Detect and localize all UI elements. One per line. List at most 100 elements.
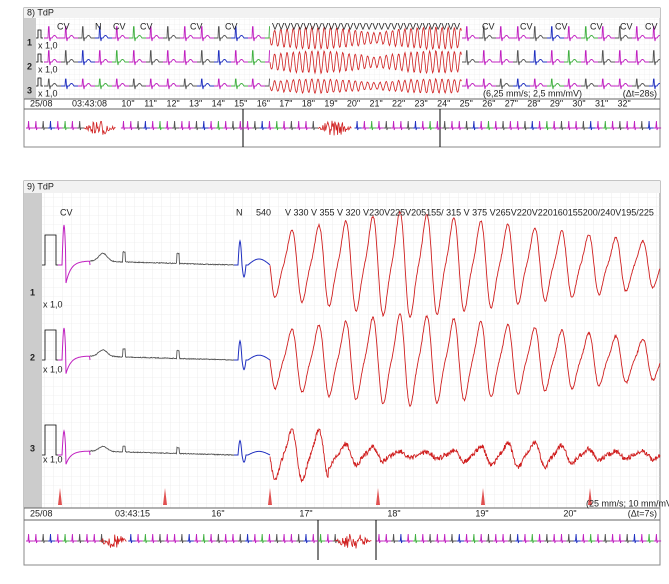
ecg-trace bbox=[146, 26, 163, 42]
ecg-trace bbox=[146, 78, 163, 90]
second-label: 16" bbox=[257, 98, 270, 108]
second-label: 20" bbox=[347, 98, 360, 108]
ecg-trace bbox=[61, 26, 78, 42]
ecg-trace bbox=[471, 533, 479, 544]
second-label: 19" bbox=[324, 98, 337, 108]
ecg-trace bbox=[150, 120, 158, 131]
second-label: 26" bbox=[482, 98, 495, 108]
ecg-trace bbox=[547, 50, 564, 66]
ecg-trace bbox=[95, 50, 112, 66]
ecg-trace bbox=[449, 120, 457, 131]
calibration bbox=[42, 424, 58, 456]
date: 25/08 bbox=[30, 508, 53, 518]
second-label: 18" bbox=[387, 508, 400, 518]
ecg-trace bbox=[462, 50, 479, 66]
ecg-trace bbox=[317, 120, 352, 136]
ecg-trace bbox=[245, 120, 253, 131]
ecg-trace bbox=[434, 533, 443, 544]
second-label: 27" bbox=[505, 98, 518, 108]
calibration bbox=[36, 53, 43, 63]
beat-label: CV bbox=[555, 21, 568, 31]
ecg-trace bbox=[354, 120, 362, 131]
ecg-trace bbox=[496, 78, 513, 90]
title-bar bbox=[24, 8, 660, 18]
ecg-trace bbox=[252, 533, 260, 544]
ecg-trace bbox=[479, 26, 496, 42]
ecg-trace bbox=[564, 78, 581, 90]
ecg-trace bbox=[128, 533, 136, 544]
ecg-trace bbox=[44, 50, 61, 66]
ecg-trace bbox=[653, 120, 662, 131]
ecg-grid bbox=[42, 193, 660, 508]
calibration bbox=[42, 329, 58, 361]
ecg-trace bbox=[89, 445, 235, 456]
ecg-trace bbox=[146, 50, 163, 66]
ecg-trace bbox=[646, 533, 654, 544]
ecg-trace bbox=[610, 533, 618, 544]
ecg-trace bbox=[248, 50, 265, 66]
ecg-trace bbox=[180, 78, 197, 90]
ecg-trace bbox=[44, 78, 61, 90]
ecg-trace bbox=[58, 224, 91, 284]
ecg-trace bbox=[245, 533, 253, 544]
scale-label: (25 mm/s; 10 mm/mV) bbox=[586, 498, 669, 508]
ecg-trace bbox=[496, 26, 513, 42]
ecg-trace bbox=[142, 120, 151, 131]
channel-label: 2 bbox=[30, 352, 35, 362]
run-label: V 330 V 355 V 320 V230V225V205155/ 315 V… bbox=[285, 207, 654, 217]
ecg-trace bbox=[500, 120, 508, 131]
beat-label: N bbox=[95, 21, 102, 31]
ecg-trace bbox=[405, 533, 413, 544]
ecg-trace bbox=[112, 26, 129, 42]
beat-label: 540 bbox=[256, 207, 271, 217]
ecg-trace bbox=[172, 120, 180, 131]
ecg-trace bbox=[310, 120, 318, 131]
ecg-trace bbox=[55, 120, 63, 131]
ecg-trace bbox=[274, 120, 282, 131]
ecg-trace bbox=[581, 78, 598, 90]
ecg-trace bbox=[529, 533, 537, 544]
ecg-trace bbox=[573, 533, 581, 544]
ecg-trace bbox=[193, 533, 202, 544]
second-label: 20" bbox=[563, 508, 576, 518]
beat-marker bbox=[58, 488, 62, 505]
beat-marker bbox=[268, 488, 272, 505]
ecg-trace bbox=[405, 120, 413, 131]
ecg-trace bbox=[78, 50, 95, 66]
ecg-trace bbox=[112, 78, 129, 90]
ecg-trace bbox=[214, 50, 231, 66]
ecg-trace bbox=[193, 120, 202, 131]
ecg-trace bbox=[248, 78, 265, 90]
calibration bbox=[36, 77, 43, 87]
ecg-trace bbox=[231, 26, 248, 42]
ecg-trace bbox=[361, 120, 370, 131]
ecg-trace bbox=[234, 339, 271, 371]
ecg-trace bbox=[99, 534, 127, 548]
ecg-trace bbox=[208, 533, 216, 544]
ecg-trace bbox=[274, 533, 282, 544]
ecg-trace bbox=[47, 533, 56, 544]
ecg-trace bbox=[179, 120, 187, 131]
ecg-trace bbox=[369, 120, 377, 131]
ecg-trace bbox=[639, 120, 647, 131]
ecg-trace bbox=[522, 533, 530, 544]
ecg-trace bbox=[223, 120, 231, 131]
ecg-trace bbox=[62, 120, 70, 131]
ecg-trace bbox=[376, 120, 384, 131]
ecg-trace bbox=[150, 533, 158, 544]
second-label: 13" bbox=[189, 98, 202, 108]
ecg-trace bbox=[507, 120, 516, 131]
ecg-trace bbox=[544, 120, 552, 131]
time: 03:43:15 bbox=[115, 508, 150, 518]
second-label: 14" bbox=[212, 98, 225, 108]
ecg-trace bbox=[544, 533, 552, 544]
ecg-trace bbox=[522, 120, 530, 131]
ecg-trace bbox=[44, 26, 61, 42]
second-label: 24" bbox=[437, 98, 450, 108]
ecg-trace bbox=[157, 533, 165, 544]
ecg-trace bbox=[464, 120, 472, 131]
ecg-trace bbox=[40, 120, 48, 131]
ecg-trace bbox=[602, 533, 610, 544]
ecg-trace bbox=[624, 533, 632, 544]
ecg-trace bbox=[471, 120, 479, 131]
